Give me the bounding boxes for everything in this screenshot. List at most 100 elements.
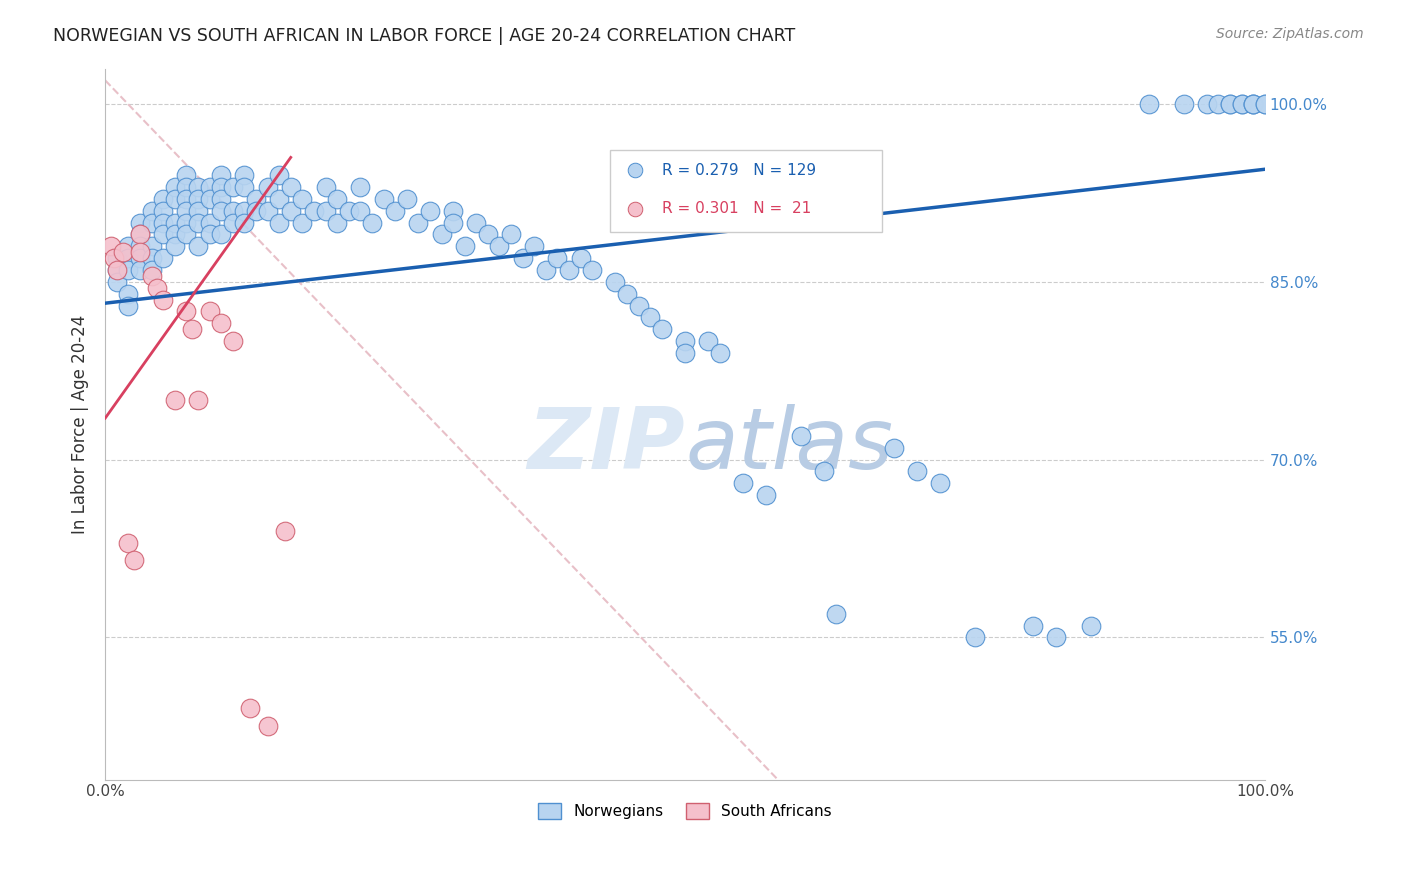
Point <box>477 227 499 242</box>
Point <box>523 239 546 253</box>
Point <box>117 251 139 265</box>
Point <box>222 180 245 194</box>
Point <box>813 465 835 479</box>
Point <box>198 180 221 194</box>
Point <box>1230 97 1253 112</box>
Point <box>222 334 245 348</box>
Point <box>176 192 198 206</box>
Point <box>209 168 232 182</box>
Point <box>163 227 186 242</box>
Point <box>256 180 278 194</box>
Legend: Norwegians, South Africans: Norwegians, South Africans <box>531 797 838 825</box>
Point <box>315 203 337 218</box>
Point <box>269 192 291 206</box>
Point <box>1080 618 1102 632</box>
Point <box>1241 97 1264 112</box>
Point <box>1195 97 1218 112</box>
Point <box>181 322 204 336</box>
Point <box>209 180 232 194</box>
Text: R = 0.279   N = 129: R = 0.279 N = 129 <box>662 162 815 178</box>
Point <box>280 203 302 218</box>
Point <box>673 334 696 348</box>
Point <box>790 429 813 443</box>
Point <box>883 441 905 455</box>
Point <box>141 251 163 265</box>
Text: R = 0.301   N =  21: R = 0.301 N = 21 <box>662 201 811 216</box>
Point <box>624 267 647 281</box>
Point <box>176 203 198 218</box>
Point <box>146 281 169 295</box>
Point <box>441 216 464 230</box>
Point <box>129 245 152 260</box>
Point <box>824 607 846 621</box>
Point <box>152 227 174 242</box>
Point <box>141 203 163 218</box>
Point <box>1254 97 1277 112</box>
Point <box>129 263 152 277</box>
Point <box>141 239 163 253</box>
Point <box>291 192 314 206</box>
Point <box>209 203 232 218</box>
Point <box>256 203 278 218</box>
Point <box>222 203 245 218</box>
Point <box>129 227 152 242</box>
Point <box>198 216 221 230</box>
Point <box>209 316 232 330</box>
Point <box>239 701 262 715</box>
Point <box>111 245 134 260</box>
Point <box>627 299 650 313</box>
Point <box>1230 97 1253 112</box>
Point <box>163 393 186 408</box>
Point <box>187 393 209 408</box>
Y-axis label: In Labor Force | Age 20-24: In Labor Force | Age 20-24 <box>72 315 89 533</box>
Point <box>349 203 371 218</box>
Point <box>605 275 627 289</box>
Point <box>512 251 534 265</box>
Point <box>245 203 267 218</box>
Point <box>129 227 152 242</box>
Point <box>315 180 337 194</box>
Point <box>233 203 256 218</box>
Point <box>1254 97 1277 112</box>
Point <box>1241 97 1264 112</box>
Point <box>326 216 349 230</box>
Point <box>141 263 163 277</box>
Point <box>122 553 145 567</box>
Point <box>501 227 523 242</box>
Point <box>326 192 349 206</box>
Point <box>105 275 128 289</box>
Point <box>384 203 406 218</box>
Point <box>419 203 441 218</box>
Point <box>152 216 174 230</box>
Point <box>152 293 174 307</box>
Point <box>395 192 418 206</box>
Point <box>269 216 291 230</box>
Point <box>209 227 232 242</box>
Point <box>302 203 325 218</box>
Point <box>141 268 163 283</box>
Point <box>187 239 209 253</box>
Point <box>349 180 371 194</box>
FancyBboxPatch shape <box>610 150 882 232</box>
Point <box>129 251 152 265</box>
Point <box>152 251 174 265</box>
Text: Source: ZipAtlas.com: Source: ZipAtlas.com <box>1216 27 1364 41</box>
Point <box>755 488 778 502</box>
Point <box>616 286 638 301</box>
Point <box>198 304 221 318</box>
Point <box>638 310 661 325</box>
Point <box>117 286 139 301</box>
Point <box>274 524 297 538</box>
Point <box>905 465 928 479</box>
Point <box>105 263 128 277</box>
Point <box>1219 97 1241 112</box>
Point <box>697 334 720 348</box>
Point <box>430 227 453 242</box>
Point <box>1173 97 1195 112</box>
Point <box>152 192 174 206</box>
Point <box>337 203 360 218</box>
Point <box>163 192 186 206</box>
Point <box>141 216 163 230</box>
Point <box>233 168 256 182</box>
Point <box>1045 631 1067 645</box>
